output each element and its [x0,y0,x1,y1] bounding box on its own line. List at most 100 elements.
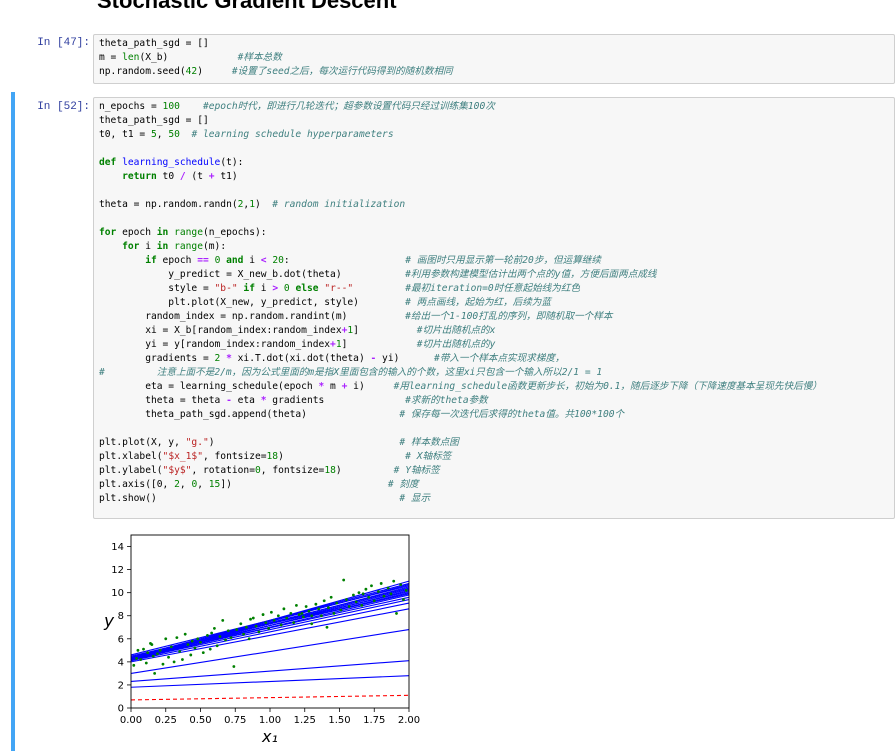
data-point [335,601,339,605]
code-token: i [139,241,157,252]
data-point [213,627,216,630]
data-point [297,613,301,616]
code-token: #带入一个样本点实现求梯度， [434,353,565,364]
code-token: , [243,199,250,210]
x-tick-label: 0.75 [224,715,246,726]
code-line: theta_path_sgd = [] [99,37,209,51]
code-line: for i in range(m): [99,240,226,254]
code-line: style = "b-" if i > 0 else "r--" #最初iter… [99,282,580,296]
code-token: 2 [237,199,244,210]
code-input[interactable]: n_epochs = 100 #epoch时代，即进行几轮迭代；超参数设置代码只… [93,97,895,519]
code-token: else [295,283,319,294]
data-point [161,662,165,666]
x-tick-label: 1.50 [328,715,350,726]
data-point [357,591,361,595]
code-line: theta_path_sgd = [] [99,114,209,128]
y-tick-label: 4 [118,657,124,668]
code-token: # 注意上面不是2/m，因为公式里面的m是指X里面包含的输入的个数，这里xi只包… [99,367,603,378]
code-token: 5 [150,129,157,140]
x-axis-label: x₁ [261,727,278,746]
code-token: - [226,395,232,406]
prediction-line [130,580,410,661]
data-point [199,640,202,644]
code-token: (m): [203,241,227,252]
data-point [235,628,239,631]
x-tick-label: 1.75 [363,715,385,726]
data-point [144,661,148,665]
code-token: (X_b) [139,52,169,63]
code-token [99,255,145,266]
data-point [325,625,329,629]
section-title: Stochastic Gradient Descent [97,0,397,13]
code-token: plt.plot(X_new, y_predict, style) [99,297,406,308]
data-point [360,603,364,607]
data-point [139,658,143,661]
code-token: t1) [214,171,238,182]
cell-prompt: In [47]: [37,37,90,49]
code-token: * [260,395,267,406]
code-token [168,52,237,63]
code-token: plt.show() [99,493,400,504]
data-point [229,636,233,640]
prediction-line [130,599,410,661]
code-token: ) [278,451,406,462]
data-point [201,651,205,655]
y-axis-label: y [103,612,115,632]
code-token: i [243,255,261,266]
x-tick-label: 1.00 [259,715,281,726]
code-token: for [122,241,140,252]
code-token: #给出一个1-100打乱的序列，即随机取一个样本 [405,311,613,322]
data-point [190,639,194,643]
code-token: style = [99,283,215,294]
code-token: "$y$" [162,465,192,476]
data-point [382,594,386,598]
code-line: plt.ylabel("$y$", rotation=0, fontsize=1… [99,464,440,478]
data-point [261,613,265,616]
data-point [264,621,268,625]
code-token: 0 [283,283,290,294]
code-token: len [122,52,140,63]
code-token: theta = theta [99,395,227,406]
data-point [310,622,314,626]
data-point [379,582,383,585]
code-input[interactable]: theta_path_sgd = [] m = len(X_b) #样本总数 np.… [93,34,895,84]
data-point [151,654,155,658]
code-token: plt.ylabel( [99,465,163,476]
code-line: n_epochs = 100 #epoch时代，即进行几轮迭代；超参数设置代码只… [99,100,495,114]
data-point [269,610,273,614]
data-point [178,650,182,653]
code-line: eta = learning_schedule(epoch * m + i) #… [99,380,822,394]
code-token: ] [353,325,417,336]
code-token: plt.xlabel( [99,451,163,462]
data-point [301,615,305,619]
code-token: #epoch时代，即进行几轮迭代；超参数设置代码只经过训练集100次 [202,101,495,112]
prediction-line [130,589,410,662]
data-point [221,618,225,622]
code-token: theta_path_sgd.append(theta) [99,409,400,420]
code-line: gradients = 2 * xi.T.dot(xi.dot(theta) -… [99,352,565,366]
code-token [99,241,122,252]
data-point [146,651,150,655]
code-token: y_predict = X_new_b.dot(theta) [99,269,406,280]
code-cell-52[interactable]: In [52]: n_epochs = 100 #epoch时代，即进行几轮迭代… [0,92,895,751]
code-line: y_predict = X_new_b.dot(theta) #利用参数构建模型… [99,268,656,282]
data-point [300,612,304,615]
x-tick-label: 0.50 [189,715,211,726]
code-token [203,66,232,77]
data-point [364,587,368,591]
data-point [292,621,296,625]
code-cell-47[interactable]: In [47]: theta_path_sgd = [] m = len(X_b)… [0,30,895,86]
data-point [326,606,330,610]
code-token: if [243,283,255,294]
data-point [310,614,314,618]
code-line: theta_path_sgd.append(theta) # 保存每一次迭代后求… [99,408,624,422]
code-token: (n_epochs): [203,227,267,238]
code-token: eta [231,395,261,406]
code-token [180,129,192,140]
code-token: i) [347,381,394,392]
data-point [210,631,214,635]
code-token: plt.plot(X, y, [99,437,186,448]
data-point [142,647,145,651]
data-point [156,652,159,656]
data-point [276,614,280,618]
